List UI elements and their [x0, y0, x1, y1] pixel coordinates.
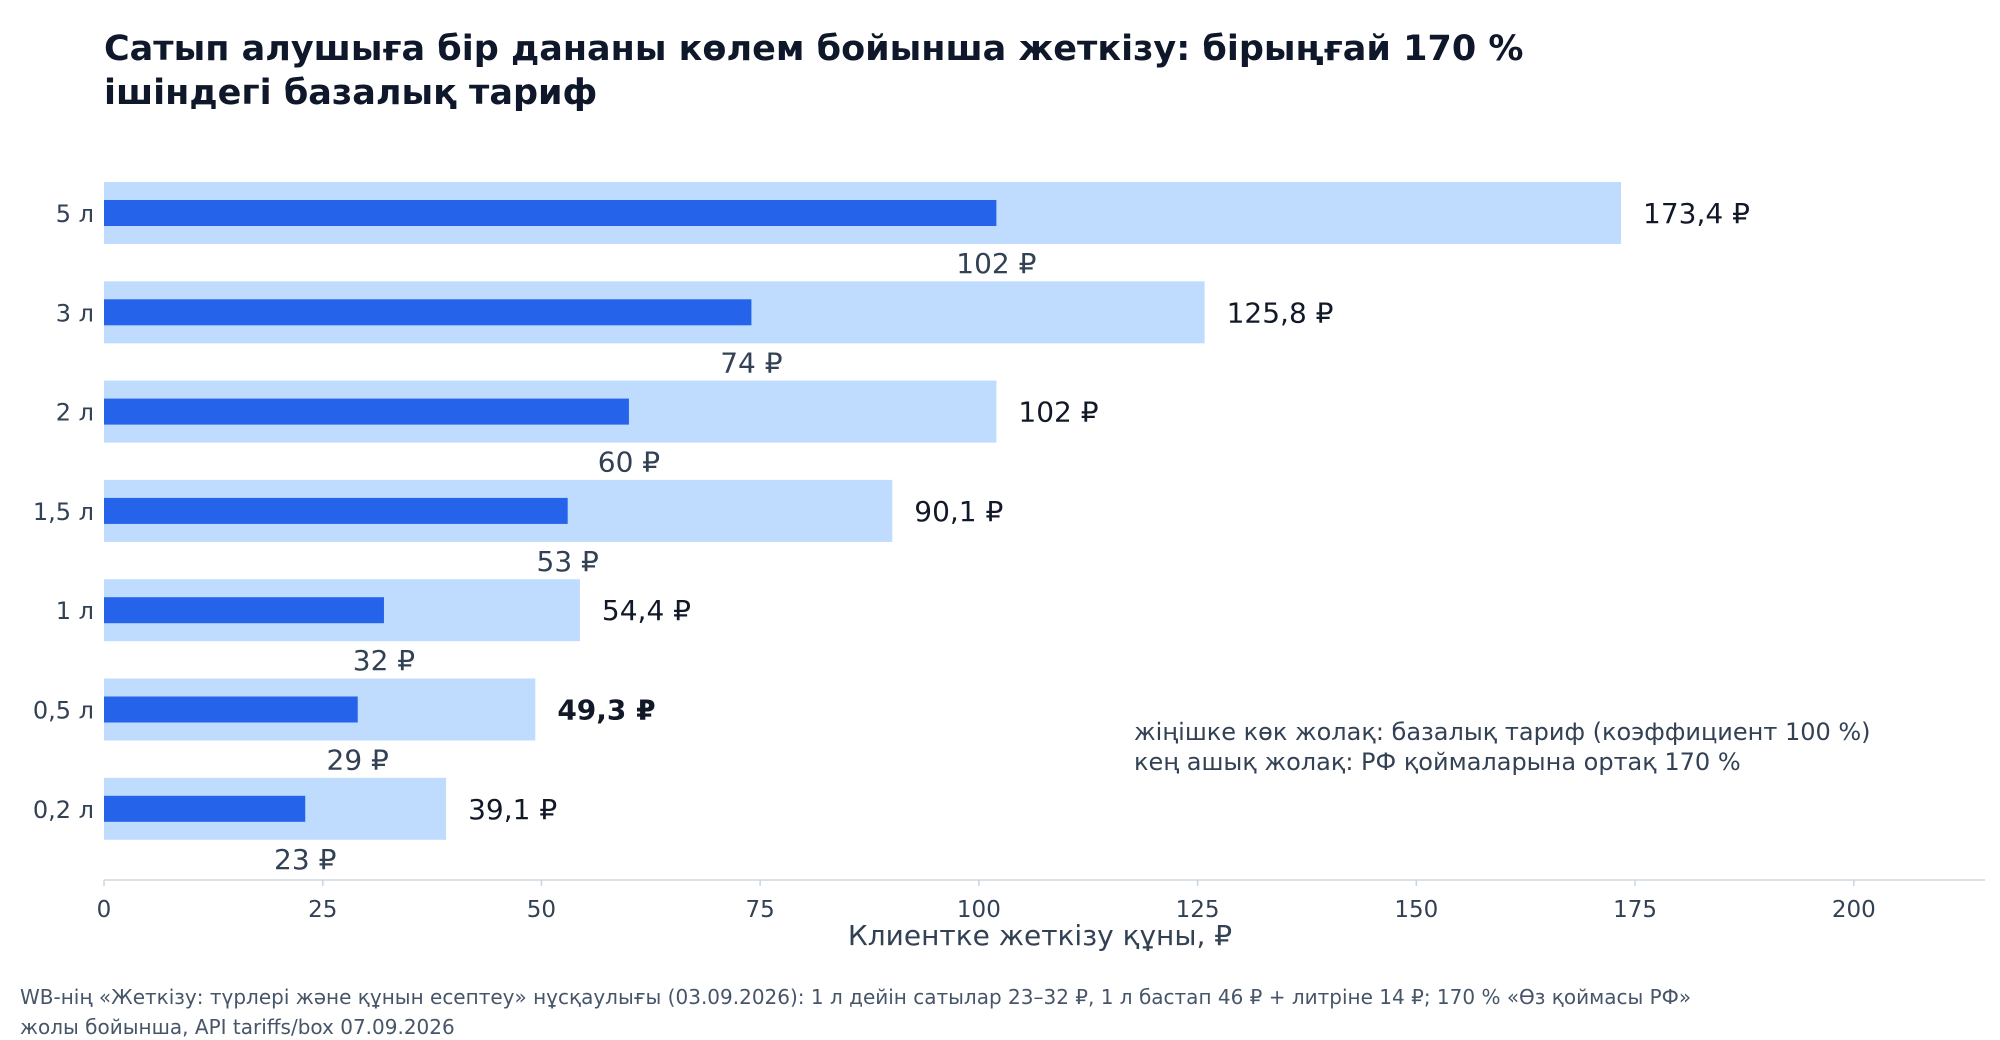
category-label: 1,5 л: [33, 498, 94, 526]
wide-bar-label: 49,3 ₽: [557, 694, 655, 727]
footnote-line-1: WB-нің «Жеткізу: түрлері және құнын есеп…: [20, 985, 1691, 1009]
narrow-bar-label: 23 ₽: [274, 843, 336, 876]
category-label: 3 л: [56, 299, 94, 327]
footnote: WB-нің «Жеткізу: түрлері және құнын есеп…: [20, 985, 1691, 1039]
x-tick-label: 150: [1394, 897, 1438, 923]
x-tick-label: 100: [957, 897, 1001, 923]
narrow-bar-label: 74 ₽: [720, 346, 782, 379]
wide-bar-label: 54,4 ₽: [602, 594, 691, 627]
legend-note-line-1: жіңішке көк жолақ: базалық тариф (коэффи…: [1134, 718, 1871, 746]
wide-bar-label: 39,1 ₽: [468, 793, 557, 826]
wide-bar-label: 173,4 ₽: [1643, 197, 1750, 230]
x-tick-label: 0: [97, 897, 112, 923]
narrow-bar-label: 29 ₽: [327, 744, 389, 777]
x-tick-label: 125: [1176, 897, 1220, 923]
narrow-bar-label: 102 ₽: [956, 247, 1036, 280]
narrow-bar: [104, 299, 752, 326]
x-tick-label: 200: [1832, 897, 1876, 923]
x-tick-label: 50: [527, 897, 556, 923]
category-label: 0,5 л: [33, 697, 94, 725]
category-label: 0,2 л: [33, 796, 94, 824]
narrow-bar: [104, 597, 384, 624]
chart-title-line-1: Сатып алушыға бір дананы көлем бойынша ж…: [104, 29, 1523, 69]
narrow-bar: [104, 696, 358, 723]
narrow-bar-label: 60 ₽: [598, 446, 660, 479]
plot-area: 5 л 173,4 ₽ 102 ₽ 3 л 125,8 ₽ 74 ₽ 2 л 102 ₽ 60 …: [33, 182, 1985, 923]
legend-note: жіңішке көк жолақ: базалық тариф (коэффи…: [1134, 718, 1871, 776]
narrow-bar: [104, 497, 568, 524]
footnote-line-2: жолы бойынша, API tariffs/box 07.09.2026: [20, 1015, 455, 1039]
category-label: 2 л: [56, 399, 94, 427]
x-tick-label: 75: [746, 897, 775, 923]
category-label: 5 л: [56, 200, 94, 228]
chart-title: Сатып алушыға бір дананы көлем бойынша ж…: [104, 29, 1523, 113]
chart-title-line-2: ішіндегі базалық тариф: [104, 73, 597, 113]
narrow-bar: [104, 795, 306, 822]
narrow-bar: [104, 200, 997, 226]
x-tick-label: 25: [308, 897, 337, 923]
wide-bar-label: 90,1 ₽: [914, 495, 1003, 528]
narrow-bar-label: 53 ₽: [537, 545, 599, 578]
wide-bar-label: 125,8 ₽: [1227, 296, 1334, 329]
wide-bar-label: 102 ₽: [1018, 396, 1098, 429]
narrow-bar-label: 32 ₽: [353, 644, 415, 677]
x-axis-title: Клиентке жеткізу құны, ₽: [848, 919, 1232, 952]
category-label: 1 л: [56, 597, 94, 625]
x-tick-label: 175: [1613, 897, 1657, 923]
narrow-bar: [104, 398, 629, 425]
legend-note-line-2: кең ашық жолақ: РФ қоймаларына ортақ 170…: [1134, 748, 1741, 776]
